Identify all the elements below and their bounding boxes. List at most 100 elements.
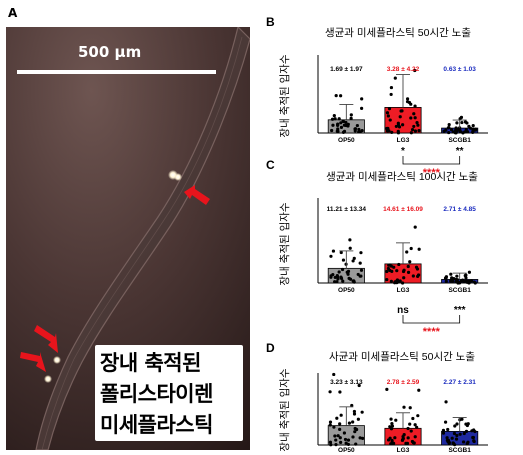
data-point (467, 270, 472, 274)
data-point (444, 275, 449, 279)
data-point (464, 276, 468, 280)
data-point (458, 117, 462, 121)
data-point (339, 250, 343, 255)
data-point (389, 279, 393, 283)
data-point (389, 92, 393, 97)
data-point (328, 420, 333, 424)
data-point (409, 116, 413, 120)
scale-bar-label: 500 µm (78, 43, 142, 61)
data-point (356, 272, 360, 277)
category-label: LG3 (397, 137, 410, 144)
data-point (447, 130, 451, 135)
data-point (338, 422, 342, 426)
data-point (458, 432, 462, 436)
data-point (451, 441, 455, 445)
data-point (400, 281, 405, 285)
data-point (341, 279, 345, 283)
data-point (462, 431, 466, 436)
data-point (360, 410, 364, 414)
chart-title: 생균과 미세플라스틱 50시간 노출 (325, 27, 471, 39)
data-point (389, 442, 393, 446)
data-point (402, 276, 406, 280)
value-label: 2.78 ± 2.59 (387, 379, 420, 386)
data-point (409, 246, 413, 251)
data-point (465, 130, 470, 134)
data-point (443, 420, 448, 424)
data-point (397, 262, 401, 267)
data-point (344, 120, 348, 125)
data-point (347, 276, 351, 280)
data-point (358, 436, 362, 440)
data-point (361, 436, 365, 440)
category-label: LG3 (397, 287, 410, 294)
data-point (465, 280, 469, 284)
value-label: 3.23 ± 3.13 (330, 379, 363, 386)
data-point (461, 440, 466, 444)
panel-letter-d: D (266, 341, 275, 355)
data-point (402, 405, 406, 409)
data-point (389, 417, 393, 421)
data-point (447, 126, 451, 130)
data-point (335, 280, 339, 284)
caption-line: 폴리스타이렌 (100, 382, 213, 406)
data-point (395, 269, 399, 273)
worm-body (35, 27, 250, 450)
data-point (444, 279, 448, 283)
data-point (401, 269, 406, 274)
data-point (454, 437, 459, 441)
data-point (328, 390, 332, 394)
data-point (458, 128, 462, 133)
significance-marker: *** (454, 305, 466, 316)
value-label: 0.63 ± 1.03 (443, 66, 476, 73)
data-point (409, 429, 413, 433)
data-point (334, 94, 338, 98)
category-label: SCGB1 (448, 287, 471, 294)
chart-title: 사균과 미세플라스틱 50시간 노출 (329, 351, 475, 363)
data-point (339, 440, 343, 444)
data-point (390, 424, 395, 428)
data-point (336, 123, 340, 127)
data-point (334, 443, 338, 447)
data-point (415, 121, 419, 125)
data-point (408, 260, 412, 264)
data-point (348, 238, 352, 242)
data-point (333, 275, 337, 280)
data-point (332, 372, 336, 377)
data-point (349, 116, 353, 120)
data-point (341, 130, 346, 134)
data-point (441, 431, 446, 435)
data-point (466, 440, 470, 444)
data-point (343, 437, 348, 442)
data-point (355, 123, 359, 128)
significance-marker: * (401, 146, 405, 157)
data-point (351, 435, 355, 439)
data-point (385, 111, 390, 115)
data-point (455, 433, 459, 438)
data-point (392, 441, 396, 445)
data-point (359, 251, 363, 255)
significance-bracket (402, 156, 461, 165)
data-point (405, 441, 410, 445)
data-point (356, 417, 360, 421)
category-label: OP50 (338, 137, 355, 144)
value-label: 2.27 ± 2.31 (443, 379, 476, 386)
caption-line: 장내 축적된 (100, 351, 201, 375)
data-point (467, 280, 471, 284)
data-point (409, 131, 413, 135)
data-point (412, 112, 416, 116)
data-point (454, 277, 458, 282)
data-point (472, 439, 476, 443)
data-point (405, 100, 410, 104)
data-point (413, 129, 418, 133)
data-point (411, 416, 415, 421)
data-point (413, 116, 417, 120)
data-point (332, 425, 336, 429)
data-point (342, 123, 346, 127)
data-point (405, 97, 410, 101)
data-point (411, 441, 415, 445)
data-point (350, 403, 354, 408)
data-point (416, 123, 420, 127)
data-point (331, 273, 335, 277)
data-point (330, 117, 335, 121)
